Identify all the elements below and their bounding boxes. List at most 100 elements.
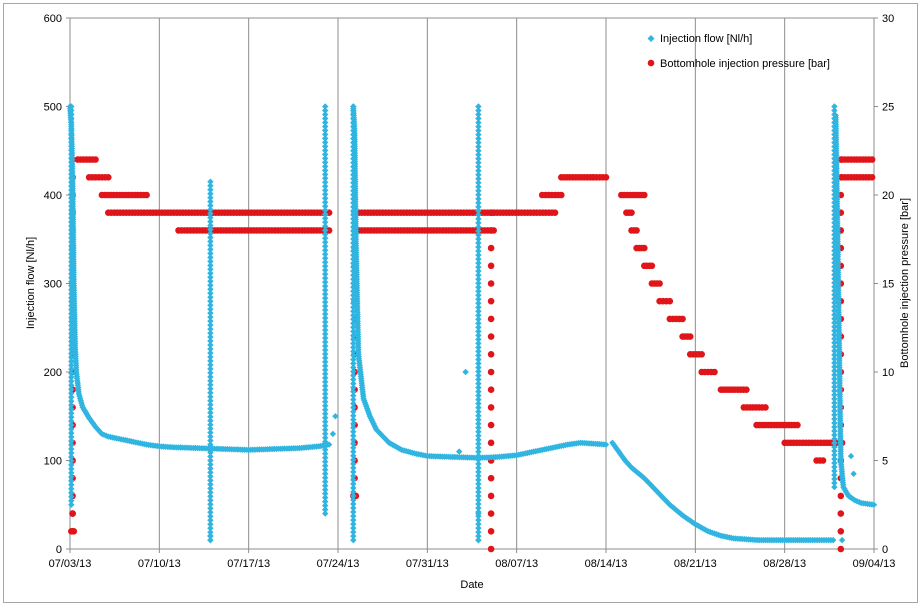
flow-point [207,333,214,341]
flow-point [207,409,214,416]
flow-point [475,195,482,203]
flow-point [322,175,329,182]
flow-point [322,410,329,417]
flow-point [350,384,357,391]
flow-point [68,382,75,389]
y-tick-label: 100 [44,456,62,468]
flow-point [831,391,838,399]
flow-point [207,306,214,313]
flow-point [207,385,214,392]
flow-point [68,226,75,234]
flow-point [322,462,329,469]
y-tick-label: 200 [44,367,62,379]
flow-point [322,422,329,429]
flow-point [350,336,357,343]
flow-point [831,387,838,395]
flow-point [322,167,329,174]
flow-point [475,420,482,427]
flow-point [207,262,214,269]
pressure-point [487,209,495,216]
pressure-point [487,404,495,411]
flow-point [68,206,75,214]
flow-point [68,358,75,365]
flow-point [831,143,838,150]
flow-point [475,247,482,255]
flow-point [322,211,329,218]
flow-point [207,278,214,285]
flow-point [831,455,838,463]
flow-point [475,468,482,476]
pressure-point [487,510,495,517]
flow-point [350,328,357,335]
flow-point [68,433,75,441]
flow-point [350,348,357,355]
flow-point [475,147,482,154]
flow-point [475,171,482,178]
flow-point [831,435,838,443]
flow-point [68,186,75,194]
pressure-point [837,545,845,553]
flow-point [322,502,329,509]
flow-point [350,123,357,130]
flow-point [831,423,838,431]
flow-point [475,460,482,468]
flow-point [68,135,75,142]
flow-point [831,467,838,475]
flow-point [322,127,329,134]
pressure-point [487,421,495,429]
flow-point [831,103,838,110]
legend-item-flow: Injection flow [Nl/h] [647,33,752,45]
flow-point [350,468,357,476]
flow-point [831,239,838,246]
flow-point [831,479,838,487]
flow-point [207,242,214,249]
flow-point [475,111,482,118]
flow-point [207,345,214,353]
flow-point [68,310,75,317]
pressure-point [641,244,648,252]
y2-tick-label: 10 [882,367,894,379]
flow-point [831,111,838,118]
flow-point [831,375,838,383]
flow-point [322,262,329,270]
flow-point [322,270,329,278]
flow-point [207,270,214,277]
flow-point [207,497,214,504]
pressure-point [487,439,495,447]
flow-point [350,472,357,480]
flow-point [350,107,357,114]
flow-point [350,500,357,508]
flow-point [207,421,214,428]
x-tick-label: 08/07/13 [495,558,538,570]
flow-point [68,445,75,453]
flow-point [68,210,75,218]
flow-point [350,207,357,215]
flow-point [475,215,482,223]
flow-point [831,275,838,282]
flow-point [475,352,482,359]
flow-point [475,107,482,114]
flow-point [207,397,214,404]
flow-point [649,483,656,490]
flow-point [68,298,75,305]
flow-point [207,389,214,396]
legend-item-pressure: Bottomhole injection pressure [bar] [647,58,830,70]
flow-point [475,448,482,455]
flow-point [207,282,214,289]
flow-point [350,167,357,174]
flow-point [831,267,838,274]
flow-point [831,107,838,114]
flow-point [831,171,838,178]
flow-point [322,338,329,346]
flow-point [68,425,75,433]
flow-point [207,473,214,480]
flow-point [68,493,75,500]
flow-point [475,396,482,403]
flow-point [207,405,214,412]
flow-point [68,370,75,377]
flow-point [322,346,329,354]
flow-point [831,383,838,391]
flow-point [831,395,838,403]
flow-point [655,489,662,497]
flow-point [475,296,482,303]
